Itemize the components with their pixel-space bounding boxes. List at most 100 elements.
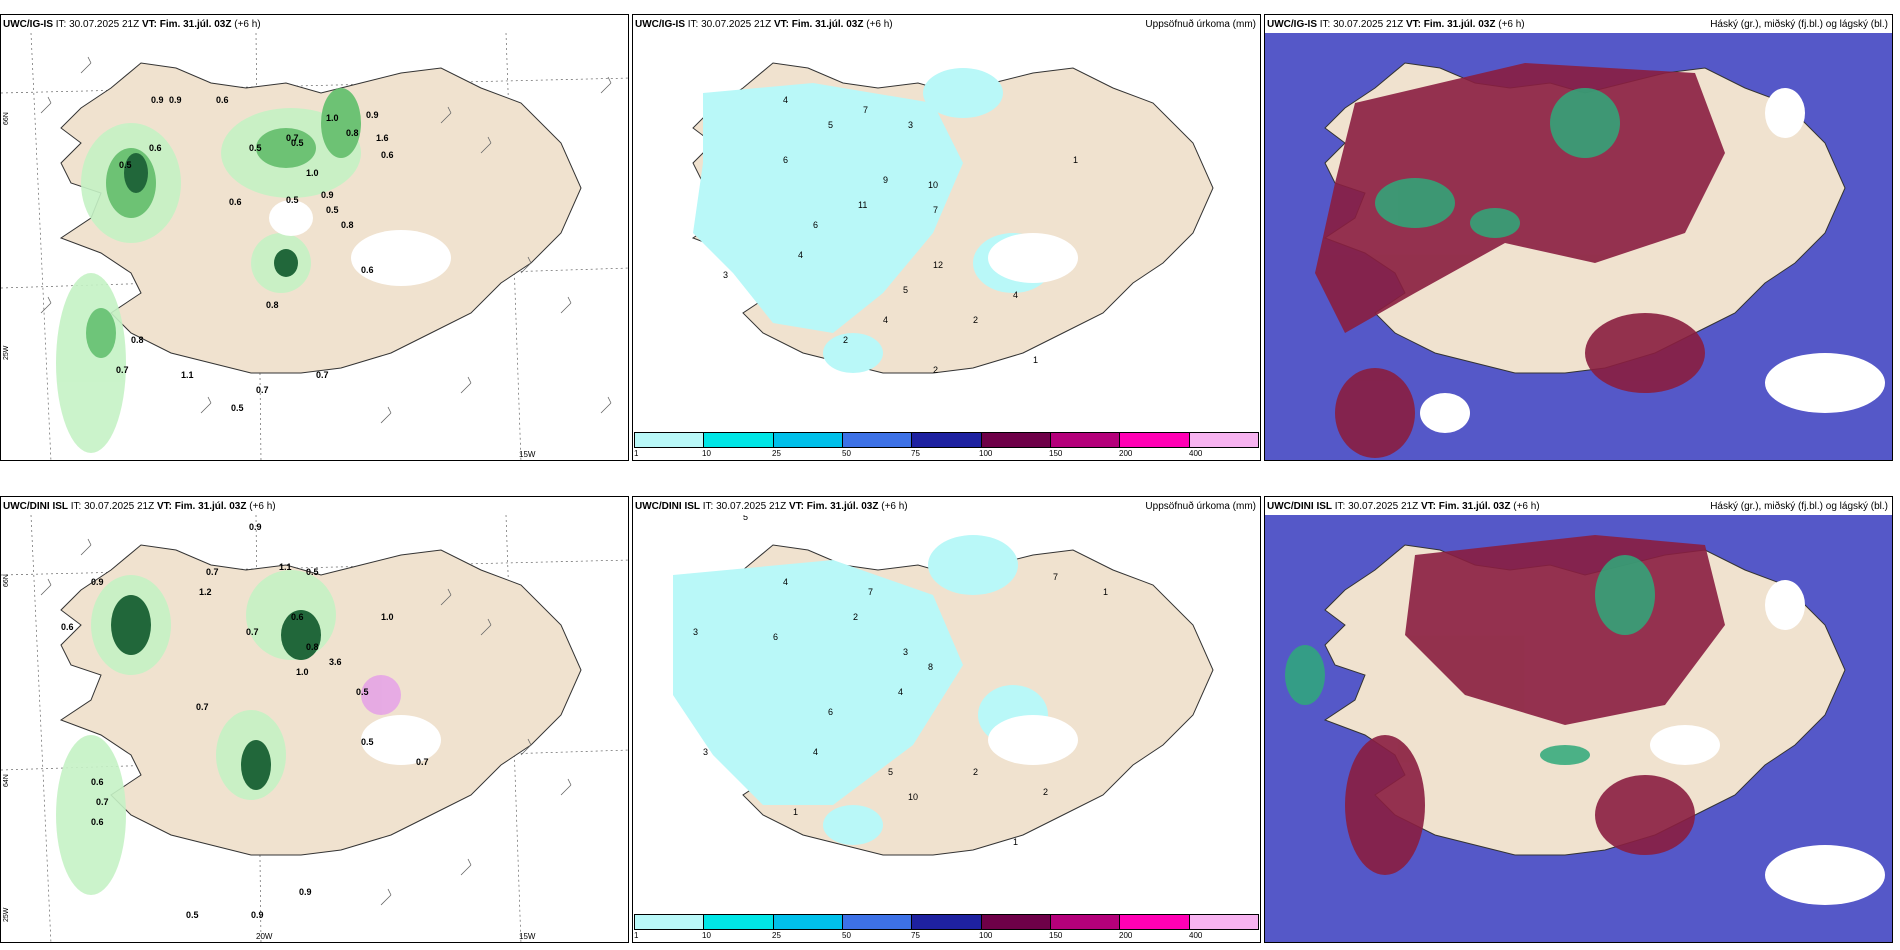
svg-text:5: 5 <box>903 285 908 295</box>
svg-text:0.9: 0.9 <box>249 522 262 532</box>
svg-text:0.9: 0.9 <box>321 190 334 200</box>
panel-clouds-igis: UWC/IG-IS IT: 30.07.2025 21Z VT: Fim. 31… <box>1264 14 1893 461</box>
colorbar-swatch <box>773 433 843 447</box>
svg-text:11: 11 <box>858 200 867 210</box>
map-clouds <box>1265 515 1892 942</box>
panel-accum-precip-igis: UWC/IG-IS IT: 30.07.2025 21Z VT: Fim. 31… <box>632 14 1261 461</box>
svg-text:1.0: 1.0 <box>326 113 339 123</box>
svg-text:0.5: 0.5 <box>326 205 339 215</box>
colorbar-swatch <box>635 433 705 447</box>
svg-text:3: 3 <box>723 270 728 280</box>
precip-green-areas <box>56 88 361 453</box>
svg-text:0.9: 0.9 <box>91 577 104 587</box>
precip-values: 4 5 7 3 6 11 4 7 9 10 6 12 5 4 2 3 4 2 1… <box>723 95 1078 375</box>
svg-text:0.7: 0.7 <box>286 133 299 143</box>
svg-text:6: 6 <box>828 707 833 717</box>
svg-text:6: 6 <box>783 155 788 165</box>
colorbar-swatch <box>704 915 774 929</box>
svg-text:0.7: 0.7 <box>316 370 329 380</box>
svg-text:0.7: 0.7 <box>416 757 429 767</box>
svg-text:0.5: 0.5 <box>361 737 374 747</box>
svg-text:0.5: 0.5 <box>231 403 244 413</box>
colorbar-swatch <box>773 915 843 929</box>
svg-text:0.7: 0.7 <box>96 797 109 807</box>
colorbar-swatch <box>842 433 913 447</box>
svg-text:8: 8 <box>928 662 933 672</box>
panel-parameter: Uppsöfnuð úrkoma (mm) <box>1145 501 1256 512</box>
precip-cyan-areas <box>673 535 1048 845</box>
svg-text:1.1: 1.1 <box>279 562 292 572</box>
svg-text:0.5: 0.5 <box>119 160 132 170</box>
svg-text:1.1: 1.1 <box>181 370 194 380</box>
svg-text:0.5: 0.5 <box>286 195 299 205</box>
svg-text:1.2: 1.2 <box>199 587 212 597</box>
glacier-white <box>988 233 1078 283</box>
svg-text:4: 4 <box>1013 290 1018 300</box>
svg-text:1.0: 1.0 <box>296 667 309 677</box>
svg-text:5: 5 <box>743 515 748 522</box>
colorbar-swatch <box>981 433 1051 447</box>
panel-wind-precip-dini: UWC/DINI ISL IT: 30.07.2025 21Z VT: Fim.… <box>0 496 629 943</box>
colorbar-swatch <box>981 915 1051 929</box>
svg-text:4: 4 <box>798 250 803 260</box>
colorbar-swatch <box>1189 915 1258 929</box>
svg-text:4: 4 <box>813 747 818 757</box>
svg-text:0.5: 0.5 <box>291 138 304 148</box>
svg-text:0.7: 0.7 <box>206 567 219 577</box>
svg-text:7: 7 <box>933 205 938 215</box>
svg-text:12: 12 <box>933 260 943 270</box>
svg-text:1.6: 1.6 <box>376 133 389 143</box>
high-cloud-areas <box>1285 555 1655 765</box>
svg-text:0.8: 0.8 <box>341 220 354 230</box>
svg-text:0.6: 0.6 <box>91 777 104 787</box>
svg-text:1: 1 <box>793 807 798 817</box>
svg-text:0.8: 0.8 <box>131 335 144 345</box>
colorbar <box>634 432 1259 448</box>
svg-text:0.9: 0.9 <box>299 887 312 897</box>
map-accum-precip: 4 5 7 3 6 11 4 7 9 10 6 12 5 4 2 3 4 2 1… <box>691 62 1214 375</box>
lon-label: 20W <box>256 932 273 941</box>
svg-text:3: 3 <box>908 120 913 130</box>
svg-text:2: 2 <box>973 767 978 777</box>
high-cloud-areas <box>1375 88 1620 238</box>
svg-text:0.6: 0.6 <box>229 197 242 207</box>
svg-text:0.5: 0.5 <box>356 687 369 697</box>
svg-text:0.8: 0.8 <box>346 128 359 138</box>
colorbar-swatch <box>912 915 982 929</box>
lon-label: 15W <box>519 932 536 941</box>
svg-text:1: 1 <box>1013 837 1018 847</box>
colorbar-labels: 1 10 25 50 75 100 150 200 400 <box>634 449 1203 458</box>
panel-clouds-dini: UWC/DINI ISL IT: 30.07.2025 21Z VT: Fim.… <box>1264 496 1893 943</box>
svg-text:0.9: 0.9 <box>151 95 164 105</box>
colorbar-swatch <box>912 433 982 447</box>
lon-label: 15W <box>519 450 536 459</box>
panel-accum-precip-dini: UWC/DINI ISL IT: 30.07.2025 21Z VT: Fim.… <box>632 496 1261 943</box>
panel-parameter: Háský (gr.), miðský (fj.bl.) og lágský (… <box>1710 501 1888 512</box>
precip-green-areas <box>56 570 401 895</box>
svg-text:2: 2 <box>1043 787 1048 797</box>
svg-text:0.9: 0.9 <box>251 910 264 920</box>
colorbar-swatch <box>1189 433 1258 447</box>
glacier-white <box>361 715 441 765</box>
svg-text:3: 3 <box>903 647 908 657</box>
svg-text:7: 7 <box>868 587 873 597</box>
svg-text:0.6: 0.6 <box>291 612 304 622</box>
svg-text:0.6: 0.6 <box>91 817 104 827</box>
svg-text:0.6: 0.6 <box>381 150 394 160</box>
svg-text:5: 5 <box>828 120 833 130</box>
colorbar <box>634 914 1259 930</box>
panel-parameter: Uppsöfnuð úrkoma (mm) <box>1145 19 1256 30</box>
svg-text:0.7: 0.7 <box>246 627 259 637</box>
panel-header: UWC/DINI ISL IT: 30.07.2025 21Z VT: Fim.… <box>1267 501 1540 512</box>
svg-text:0.6: 0.6 <box>216 95 229 105</box>
svg-text:0.7: 0.7 <box>196 702 209 712</box>
panel-header: UWC/IG-IS IT: 30.07.2025 21Z VT: Fim. 31… <box>635 19 893 30</box>
svg-text:0.5: 0.5 <box>249 143 262 153</box>
svg-text:5: 5 <box>888 767 893 777</box>
svg-text:7: 7 <box>1053 572 1058 582</box>
svg-text:3.6: 3.6 <box>329 657 342 667</box>
svg-text:6: 6 <box>773 632 778 642</box>
colorbar-swatch <box>1120 915 1190 929</box>
svg-text:7: 7 <box>863 105 868 115</box>
svg-text:3: 3 <box>693 627 698 637</box>
